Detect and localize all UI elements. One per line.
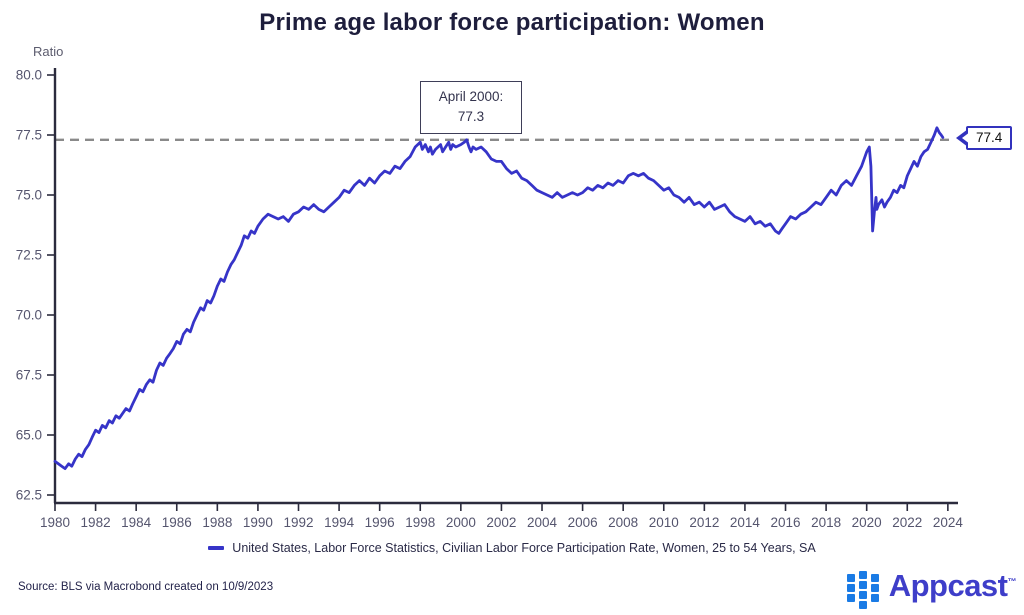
logo-square <box>846 594 855 602</box>
legend: United States, Labor Force Statistics, C… <box>0 541 1024 555</box>
logo-square <box>858 601 867 609</box>
x-tick-label: 2016 <box>770 515 800 530</box>
x-tick-label: 1984 <box>121 515 152 530</box>
x-tick-label: 1996 <box>365 515 395 530</box>
y-axis-unit-label: Ratio <box>33 44 64 59</box>
x-tick-label: 2002 <box>486 515 516 530</box>
x-tick-label: 2010 <box>649 515 679 530</box>
x-tick-label: 2020 <box>852 515 882 530</box>
y-tick-label: 70.0 <box>16 308 42 323</box>
y-tick-label: 67.5 <box>16 368 42 383</box>
appcast-logo: Appcast™ <box>846 567 1017 613</box>
peak-annotation-box: April 2000: 77.3 <box>420 81 522 134</box>
y-tick-label: 80.0 <box>16 68 42 83</box>
x-tick-label: 1992 <box>283 515 313 530</box>
appcast-logo-text: Appcast™ <box>888 568 1017 603</box>
x-tick-label: 2014 <box>730 515 761 530</box>
x-tick-label: 2008 <box>608 515 638 530</box>
x-tick-label: 1980 <box>40 515 70 530</box>
x-tick-label: 2004 <box>527 515 558 530</box>
latest-value-text: 77.4 <box>976 130 1003 145</box>
series-line <box>53 126 945 471</box>
logo-square <box>858 581 867 589</box>
y-tick-label: 75.0 <box>16 188 42 203</box>
logo-square <box>858 571 867 579</box>
source-note: Source: BLS via Macrobond created on 10/… <box>18 581 274 593</box>
trademark-symbol: ™ <box>1007 576 1017 587</box>
peak-annotation-line1: April 2000: <box>438 89 504 104</box>
y-tick-label: 65.0 <box>16 428 42 443</box>
x-tick-label: 2022 <box>892 515 922 530</box>
x-tick-label: 1986 <box>162 515 192 530</box>
y-tick-label: 77.5 <box>16 128 42 143</box>
y-tick-label: 72.5 <box>16 248 42 263</box>
logo-square <box>858 591 867 599</box>
x-tick-label: 1990 <box>243 515 273 530</box>
callout-arrow-icon-inner <box>962 132 970 144</box>
x-tick-label: 2012 <box>689 515 719 530</box>
appcast-logo-icon <box>846 571 879 613</box>
x-tick-label: 2018 <box>811 515 841 530</box>
legend-line-marker-icon <box>208 546 225 550</box>
page-title: Prime age labor force participation: Wom… <box>259 9 765 36</box>
y-tick-label: 62.5 <box>16 488 42 503</box>
logo-square <box>846 584 855 592</box>
x-tick-label: 1994 <box>324 515 355 530</box>
x-tick-label: 2024 <box>933 515 964 530</box>
x-tick-label: 1982 <box>81 515 111 530</box>
logo-square <box>870 594 879 602</box>
x-tick-label: 2006 <box>568 515 598 530</box>
logo-square <box>870 574 879 582</box>
peak-annotation-line2: 77.3 <box>457 109 485 125</box>
latest-value-callout: 77.4 <box>956 126 1013 150</box>
logo-square <box>846 574 855 582</box>
x-tick-label: 2000 <box>446 515 476 530</box>
x-tick-label: 1998 <box>405 515 435 530</box>
legend-label: United States, Labor Force Statistics, C… <box>232 541 816 555</box>
logo-square <box>870 584 879 592</box>
x-tick-label: 1988 <box>202 515 232 530</box>
